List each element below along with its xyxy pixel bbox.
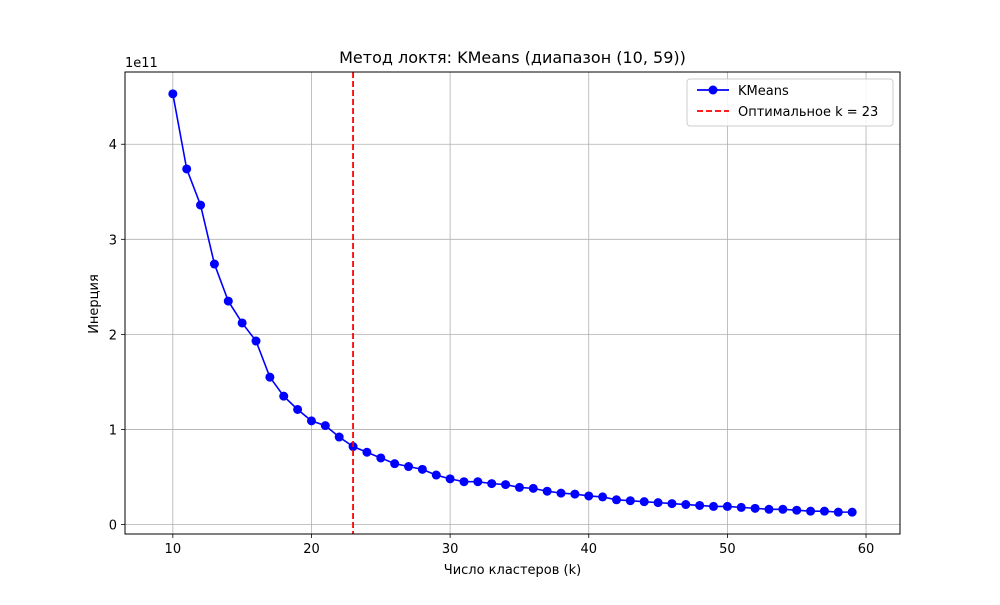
kmeans-data-point [182,164,192,174]
kmeans-data-point [473,477,483,487]
kmeans-data-point [736,502,746,512]
kmeans-data-point [404,462,414,472]
kmeans-data-point [376,453,386,463]
kmeans-data-point [514,482,524,492]
legend-kmeans-label: KMeans [738,84,789,99]
kmeans-data-point [265,372,275,382]
data-layer [168,72,857,534]
kmeans-data-point [223,296,233,306]
kmeans-data-point [695,500,705,510]
legend-optimal-label: Оптимальное k = 23 [738,105,878,120]
kmeans-data-point [625,496,635,506]
legend-kmeans-marker [708,85,718,95]
kmeans-data-point [168,89,178,99]
y-tick-label: 2 [109,328,117,343]
kmeans-series-line [172,93,853,513]
y-offset-label: 1e11 [125,56,158,71]
y-tick-label: 4 [109,138,117,153]
x-tick-label: 50 [719,542,736,557]
kmeans-data-point [293,404,303,414]
y-tick-label: 0 [109,518,117,533]
kmeans-data-point [653,498,663,508]
x-tick-label: 40 [580,542,597,557]
kmeans-data-point [237,318,247,328]
kmeans-data-point [833,507,843,517]
legend: KMeans Оптимальное k = 23 [686,78,894,127]
legend-box [686,78,894,127]
x-tick-label: 30 [442,542,459,557]
kmeans-data-point [750,503,760,513]
kmeans-data-point [639,497,649,507]
kmeans-data-point [792,505,802,515]
kmeans-data-point [709,501,719,511]
kmeans-data-point [196,200,206,210]
y-axis-label: Инерция [87,274,102,334]
kmeans-data-point [847,507,857,517]
kmeans-data-point [528,483,538,493]
y-tick-label: 1 [109,423,117,438]
kmeans-data-point [306,416,316,426]
kmeans-data-point [667,499,677,509]
axis-layer: 10 20 30 40 50 60 0 1 2 3 4 [109,138,875,557]
kmeans-data-point [417,464,427,474]
kmeans-data-point [459,477,469,487]
chart-title: Метод локтя: KMeans (диапазон (10, 59)) [339,48,686,67]
kmeans-data-point [487,479,497,489]
grid-layer [125,72,900,534]
kmeans-data-point [501,480,511,490]
kmeans-data-point [251,336,261,346]
kmeans-data-point [819,506,829,516]
kmeans-data-point [445,474,455,484]
kmeans-data-point [320,421,330,431]
x-tick-label: 20 [303,542,320,557]
kmeans-data-point [279,391,289,401]
plot-frame [124,71,901,535]
kmeans-data-point [681,500,691,510]
kmeans-data-point [598,492,608,502]
kmeans-data-point [806,506,816,516]
kmeans-data-point [334,432,344,442]
kmeans-data-point [584,491,594,501]
kmeans-data-point [556,488,566,498]
kmeans-data-point [431,470,441,480]
x-tick-label: 10 [165,542,182,557]
kmeans-data-point [778,504,788,514]
kmeans-data-point [390,459,400,469]
kmeans-data-point [570,489,580,499]
y-tick-label: 3 [109,233,117,248]
kmeans-data-point [722,501,732,511]
kmeans-data-point [362,447,372,457]
kmeans-data-point [542,486,552,496]
kmeans-data-point [764,504,774,514]
x-axis-label: Число кластеров (k) [444,563,581,578]
x-tick-label: 60 [858,542,875,557]
kmeans-data-point [209,259,219,269]
kmeans-data-point [611,495,621,505]
